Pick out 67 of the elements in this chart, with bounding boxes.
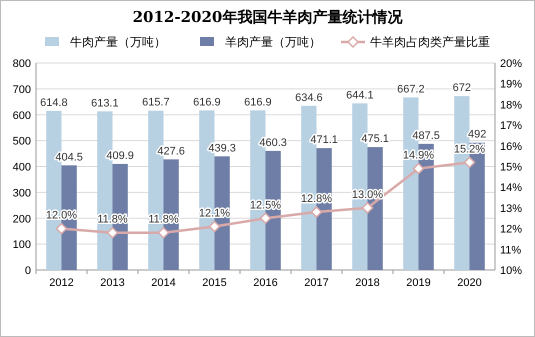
y2-tick-label: 19% (500, 78, 522, 91)
y2-tick-label: 17% (500, 120, 522, 132)
point (208, 220, 220, 232)
y-tick-label: 700 (12, 84, 31, 96)
data-label: 427.6 (157, 145, 185, 158)
legend-label: 羊肉产量（万吨） (225, 35, 321, 49)
y2-tick-label: 11% (500, 244, 522, 256)
data-label: 14.9% (402, 150, 434, 162)
y2-tick-label: 13% (500, 202, 522, 215)
data-label: 471.1 (310, 134, 338, 146)
y2-tick-label: 12% (500, 224, 522, 236)
y-tick-label: 400 (12, 162, 31, 174)
x-tick-label: 2016 (253, 277, 278, 289)
x-tick-label: 2017 (304, 277, 329, 289)
point (106, 226, 118, 238)
y-tick-label: 0 (24, 265, 31, 277)
data-label: 613.1 (91, 97, 119, 110)
data-label: 15.2% (454, 143, 486, 156)
data-label: 615.7 (142, 96, 170, 109)
data-label: 404.5 (55, 151, 83, 164)
x-tick-label: 2015 (202, 277, 227, 289)
data-label: 13.0% (352, 188, 384, 201)
data-label: 12.5% (250, 199, 282, 212)
data-label: 12.0% (46, 210, 78, 222)
y2-tick-label: 10% (500, 265, 522, 277)
point (412, 162, 424, 174)
y-tick-label: 800 (12, 58, 31, 70)
y-tick-label: 200 (12, 213, 31, 226)
y2-tick-label: 14% (500, 182, 522, 194)
data-label: 644.1 (346, 89, 374, 102)
x-tick-label: 2013 (100, 277, 125, 289)
x-tick-label: 2012 (49, 277, 74, 289)
legend-label: 牛羊肉占肉类产量比重 (370, 35, 490, 49)
y2-tick-label: 15% (500, 162, 522, 174)
y2-tick-label: 16% (500, 140, 522, 153)
data-label: 475.1 (361, 133, 389, 146)
y-tick-label: 100 (12, 239, 31, 252)
data-label: 672 (452, 82, 472, 94)
y2-tick-label: 18% (500, 99, 522, 112)
point (260, 212, 272, 224)
data-label: 439.3 (208, 142, 236, 154)
data-label: 616.9 (244, 96, 272, 108)
data-label: 460.3 (259, 136, 287, 149)
point (56, 222, 68, 234)
x-tick-label: 2014 (151, 277, 176, 289)
data-label: 12.8% (300, 193, 332, 206)
chart-title: 2012-2020年我国牛羊肉产量统计情况 (132, 8, 404, 26)
data-label: 487.5 (412, 130, 440, 142)
data-label: 616.9 (193, 96, 221, 108)
point (310, 206, 322, 218)
x-tick-label: 2020 (457, 277, 482, 289)
y2-tick-label: 20% (500, 58, 522, 70)
data-label: 667.2 (397, 83, 425, 96)
y-tick-label: 600 (12, 110, 31, 122)
point (158, 226, 170, 238)
y-tick-label: 500 (12, 136, 31, 148)
data-label: 12.1% (198, 208, 230, 220)
x-tick-label: 2019 (406, 277, 431, 289)
data-label: 634.6 (295, 92, 323, 104)
legend-label: 牛肉产量（万吨） (70, 35, 166, 49)
x-tick-label: 2018 (355, 277, 380, 289)
point (464, 156, 476, 168)
data-label: 614.8 (40, 96, 68, 109)
point (362, 202, 374, 214)
data-label: 409.9 (106, 150, 134, 162)
data-label: 492 (468, 128, 486, 141)
y-tick-label: 300 (12, 187, 31, 200)
